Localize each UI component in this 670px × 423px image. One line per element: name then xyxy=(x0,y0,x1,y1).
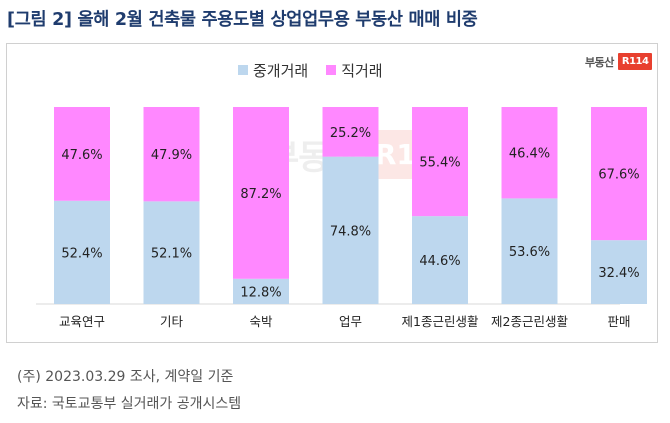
data-label-direct: 55.4% xyxy=(419,156,460,171)
data-label-direct: 46.4% xyxy=(509,147,550,162)
x-tick-label: 숙박 xyxy=(249,314,273,329)
footnote-survey: (주) 2023.03.29 조사, 계약일 기준 xyxy=(17,369,234,385)
data-label-direct: 47.6% xyxy=(61,148,102,163)
brand-logo-box: R114 xyxy=(617,53,653,70)
legend-item-direct: 직거래 xyxy=(326,60,383,81)
x-tick-label: 판매 xyxy=(607,314,630,329)
chart-title: [그림 2] 올해 2월 건축물 주용도별 상업업무용 부동산 매매 비중 xyxy=(7,10,478,30)
data-label-brokerage: 53.6% xyxy=(509,245,550,260)
x-tick-label: 제2종근린생활 xyxy=(491,314,568,329)
footnote-source: 자료: 국토교통부 실거래가 공개시스템 xyxy=(17,396,242,412)
data-label-brokerage: 52.4% xyxy=(61,246,102,261)
x-tick-label: 기타 xyxy=(160,314,184,329)
brand-logo-text: 부동산 xyxy=(585,55,614,69)
x-tick-label: 교육연구 xyxy=(59,314,105,329)
data-label-direct: 47.9% xyxy=(151,148,192,163)
data-label-direct: 25.2% xyxy=(330,126,371,141)
data-label-brokerage: 74.8% xyxy=(330,224,371,239)
bar-brokerage xyxy=(54,200,110,304)
legend-swatch-direct xyxy=(326,65,337,75)
data-label-direct: 87.2% xyxy=(240,187,281,202)
x-tick-label: 제1종근린생활 xyxy=(402,314,479,329)
bar-brokerage xyxy=(322,156,379,304)
bar-direct xyxy=(233,107,289,279)
chart-legend: 중개거래 직거래 xyxy=(238,58,401,82)
legend-label-brokerage: 중개거래 xyxy=(253,61,309,80)
data-label-brokerage: 12.8% xyxy=(240,285,281,300)
data-label-direct: 67.6% xyxy=(598,168,639,183)
legend-label-direct: 직거래 xyxy=(341,61,383,80)
bar-direct xyxy=(412,107,468,217)
bar-direct xyxy=(54,107,110,201)
bar-direct xyxy=(143,107,200,202)
legend-item-brokerage: 중개거래 xyxy=(238,60,308,81)
data-label-brokerage: 52.1% xyxy=(151,247,192,262)
bar-brokerage xyxy=(591,240,647,304)
bar-brokerage xyxy=(233,278,289,304)
bar-brokerage xyxy=(412,216,468,304)
data-label-brokerage: 44.6% xyxy=(419,254,460,269)
x-tick-label: 업무 xyxy=(339,314,362,329)
bar-direct xyxy=(591,107,647,241)
legend-swatch-brokerage xyxy=(238,65,248,75)
brand-logo: 부동산 R114 xyxy=(585,53,653,70)
bar-direct xyxy=(322,107,379,157)
data-label-brokerage: 32.4% xyxy=(598,266,639,281)
bar-direct xyxy=(501,107,558,199)
bar-brokerage xyxy=(143,201,200,304)
bar-brokerage xyxy=(501,198,558,304)
